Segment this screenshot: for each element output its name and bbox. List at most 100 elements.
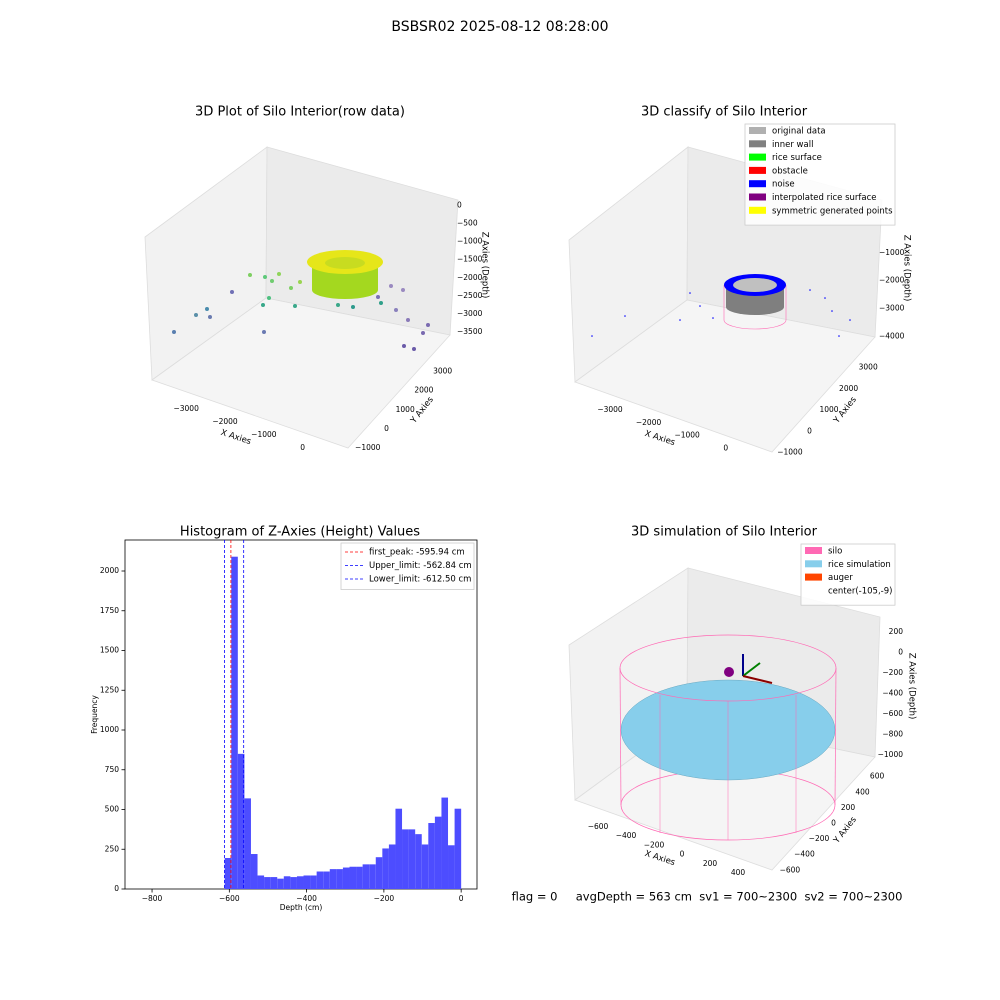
- y-tick-label: 0: [831, 819, 836, 828]
- z-tick-label: −2500: [457, 291, 483, 300]
- x-axis-label: Depth (cm): [280, 903, 323, 912]
- bar: [434, 816, 442, 889]
- z-tick-label: −400: [882, 689, 903, 698]
- x-tick-label: 0: [723, 444, 728, 453]
- bar: [342, 867, 350, 889]
- y-tick-label: −400: [794, 850, 815, 859]
- y-tick-label: 200: [841, 803, 856, 812]
- bar: [428, 823, 435, 889]
- x-tick-label: −3000: [173, 404, 199, 413]
- y-tick-label: −600: [780, 865, 801, 874]
- z-tick-label: −800: [882, 729, 903, 738]
- y-tick-label: 0: [384, 424, 389, 433]
- raw-points: [172, 250, 430, 351]
- y-tick-label: 250: [105, 844, 120, 853]
- legend-swatch: [749, 153, 766, 161]
- legend-label: original data: [772, 127, 826, 137]
- panel-title: 3D classify of Silo Interior: [641, 105, 808, 120]
- bar: [277, 878, 284, 889]
- x-tick-label: −800: [142, 894, 163, 903]
- y-tick-label: 1000: [100, 725, 119, 734]
- legend-label: rice surface: [772, 153, 822, 163]
- x-tick-label: 200: [703, 859, 718, 868]
- legend-label: rice simulation: [828, 560, 891, 570]
- legend-swatch: [749, 193, 766, 201]
- bar: [336, 869, 343, 889]
- pane-box: [144, 146, 459, 449]
- x-tick-label: 400: [731, 868, 746, 877]
- z-tick-label: −1000: [457, 237, 483, 246]
- y-tick-label: 2000: [839, 384, 858, 393]
- bar: [448, 845, 455, 889]
- bar: [388, 844, 396, 889]
- legend-label: first_peak: -595.94 cm: [369, 548, 465, 558]
- y-tick-label: 0: [807, 426, 812, 435]
- legend-swatch: [749, 206, 766, 214]
- legend-swatch: [805, 573, 822, 581]
- y-tick-label: 2000: [414, 386, 433, 395]
- legend-label: inner wall: [772, 140, 813, 150]
- x-axis-label: X Axies: [643, 429, 676, 448]
- z-tick-label: −3500: [457, 327, 483, 336]
- z-tick-label: 200: [889, 627, 904, 636]
- legend-label: center(-105,-9): [828, 586, 892, 596]
- panel-title: 3D Plot of Silo Interior(row data): [195, 105, 405, 120]
- y-tick-label: 1250: [100, 685, 119, 694]
- z-tick-label: −200: [882, 668, 903, 677]
- z-axis-label: Z Axies (Depth): [902, 235, 912, 302]
- y-tick-label: 1000: [396, 405, 415, 414]
- z-tick-label: −1500: [457, 255, 483, 264]
- bar: [415, 834, 422, 889]
- legend-label: silo: [828, 547, 842, 557]
- legend-swatch: [749, 166, 766, 174]
- x-axis-label: X Axies: [219, 428, 252, 447]
- bar: [441, 797, 449, 889]
- y-tick-label: 1500: [100, 646, 119, 655]
- z-tick-label: −2000: [457, 273, 483, 282]
- x-tick-label: −1000: [674, 431, 700, 440]
- x-tick-label: −3000: [597, 405, 623, 414]
- x-tick-label: −600: [219, 894, 240, 903]
- y-tick-label: 750: [105, 765, 120, 774]
- panel-title: Histogram of Z-Axies (Height) Values: [180, 525, 420, 540]
- y-tick-label: 500: [105, 805, 120, 814]
- bar: [362, 864, 370, 889]
- x-tick-label: −200: [374, 894, 395, 903]
- z-tick-label: −1000: [879, 248, 905, 257]
- legend-swatch: [749, 180, 766, 188]
- legend-box: [744, 123, 896, 226]
- bar: [283, 876, 291, 889]
- bar: [421, 844, 429, 889]
- bar: [296, 876, 304, 889]
- y-tick-label: 3000: [859, 363, 878, 372]
- y-tick-label: 3000: [433, 367, 452, 376]
- z-axis-label: Z Axies (Depth): [907, 653, 917, 720]
- bar: [250, 854, 258, 889]
- z-tick-label: −2000: [879, 276, 905, 285]
- bar: [264, 877, 271, 889]
- bar: [237, 753, 245, 889]
- x-tick-label: 0: [300, 443, 305, 452]
- y-tick-label: −1000: [355, 443, 381, 452]
- bar: [369, 864, 376, 889]
- silo-simulation: [619, 634, 837, 841]
- bar: [316, 871, 324, 889]
- z-tick-label: −3000: [879, 304, 905, 313]
- z-axis-label: Z Axies (Depth): [480, 232, 490, 299]
- x-tick-label: 0: [459, 894, 464, 903]
- legend-label: interpolated rice surface: [772, 193, 877, 203]
- legend-swatch: [805, 547, 822, 554]
- bar: [375, 857, 383, 889]
- plot-frame: [124, 539, 478, 890]
- legend-swatch: [749, 127, 766, 134]
- x-axis-label: X Axies: [643, 849, 676, 868]
- x-tick-label: 0: [680, 850, 685, 859]
- x-tick-label: −1000: [251, 430, 277, 439]
- y-tick-label: 600: [870, 772, 885, 781]
- x-tick-label: −2000: [636, 418, 662, 427]
- bar: [454, 808, 462, 889]
- bar: [382, 848, 389, 889]
- bar: [303, 875, 311, 889]
- panel-title: 3D simulation of Silo Interior: [631, 525, 818, 540]
- y-tick-label: 0: [114, 884, 119, 893]
